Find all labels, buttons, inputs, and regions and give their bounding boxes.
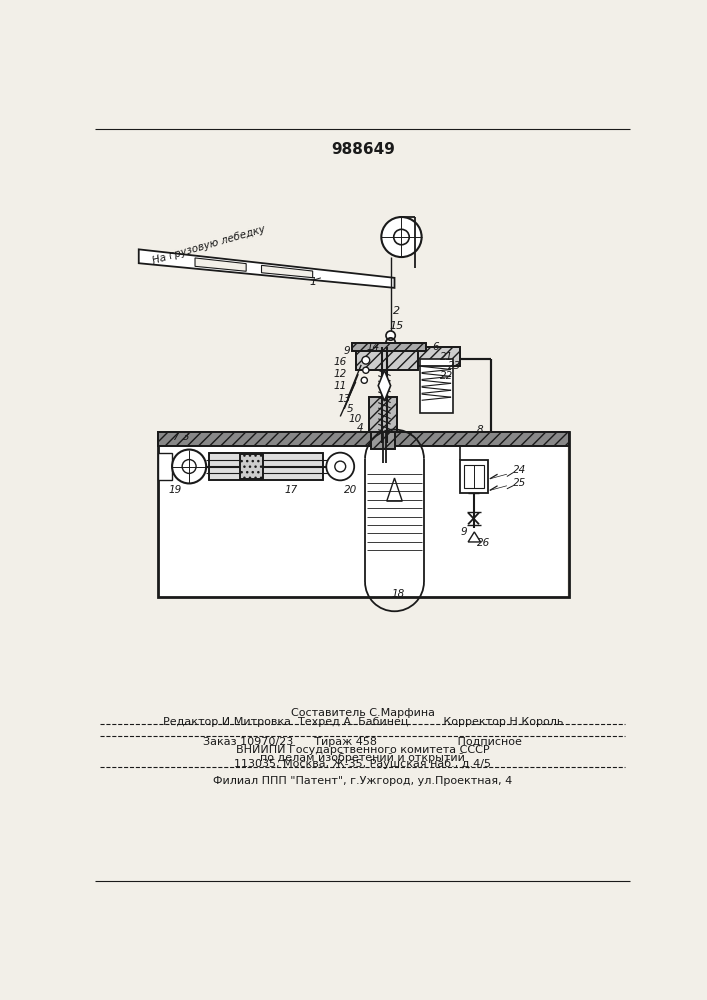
Bar	[418, 347, 460, 366]
Bar	[420, 359, 452, 413]
Text: Составитель С.Марфина: Составитель С.Марфина	[291, 708, 435, 718]
Text: 17: 17	[285, 485, 298, 495]
Bar	[209, 453, 323, 480]
Bar	[464, 465, 484, 488]
Text: 25: 25	[513, 478, 527, 488]
Bar	[352, 343, 426, 351]
Text: 16: 16	[334, 357, 347, 367]
Text: 4: 4	[357, 423, 363, 433]
Text: Филиал ППП "Патент", г.Ужгород, ул.Проектная, 4: Филиал ППП "Патент", г.Ужгород, ул.Проек…	[213, 776, 513, 786]
Text: 113035, Москва, Ж-35, Раушская наб., д.4/5: 113035, Москва, Ж-35, Раушская наб., д.4…	[234, 759, 491, 769]
Bar	[240, 454, 263, 479]
Bar	[158, 432, 569, 446]
Text: 988649: 988649	[331, 142, 395, 157]
Circle shape	[363, 367, 369, 373]
Polygon shape	[195, 258, 246, 271]
Circle shape	[386, 331, 395, 340]
Text: 15: 15	[390, 321, 404, 331]
Text: 9: 9	[461, 527, 467, 537]
Bar	[418, 347, 460, 366]
Text: ВНИИПИ Государственного комитета СССР: ВНИИПИ Государственного комитета СССР	[236, 745, 489, 755]
Text: 2: 2	[393, 306, 400, 316]
Text: 20: 20	[344, 485, 357, 495]
Circle shape	[381, 217, 421, 257]
Text: 22: 22	[440, 371, 453, 381]
Text: На грузовую лебедку: На грузовую лебедку	[151, 224, 266, 266]
Text: 10: 10	[349, 414, 361, 424]
Text: 11: 11	[334, 381, 347, 391]
Text: 5: 5	[347, 404, 354, 414]
Text: по делам изобретений и открытий: по делам изобретений и открытий	[260, 753, 465, 763]
Circle shape	[394, 229, 409, 245]
Text: 23: 23	[448, 361, 461, 371]
Circle shape	[335, 461, 346, 472]
Text: 13: 13	[337, 394, 351, 404]
Text: 1: 1	[310, 277, 317, 287]
Bar	[160, 446, 567, 596]
Bar	[369, 397, 397, 432]
Circle shape	[182, 460, 196, 473]
Bar	[356, 347, 418, 370]
Text: 7: 7	[172, 432, 178, 442]
Bar	[240, 454, 263, 479]
Bar	[460, 460, 488, 493]
Text: 18: 18	[392, 589, 405, 599]
Bar	[158, 432, 569, 446]
Text: 8: 8	[477, 425, 483, 435]
Bar	[369, 397, 397, 432]
Text: 12: 12	[334, 369, 347, 379]
Bar	[356, 347, 418, 370]
Text: 19: 19	[168, 485, 182, 495]
Bar	[365, 466, 424, 540]
Bar	[158, 453, 172, 480]
Text: Редактор И.Митровка  Техред А. Бабинец          Корректор Н.Король: Редактор И.Митровка Техред А. Бабинец Ко…	[163, 717, 563, 727]
Text: 6: 6	[432, 342, 439, 352]
Text: Заказ 10970/23      Тираж 458                       Подписное: Заказ 10970/23 Тираж 458 Подписное	[204, 737, 522, 747]
Polygon shape	[378, 370, 391, 401]
Bar	[352, 343, 426, 351]
Bar	[371, 432, 395, 449]
Polygon shape	[262, 265, 312, 278]
Polygon shape	[139, 249, 395, 288]
Bar	[371, 432, 395, 449]
Circle shape	[172, 450, 206, 483]
Text: 24: 24	[513, 465, 527, 475]
Text: 9: 9	[343, 346, 350, 356]
Circle shape	[327, 453, 354, 480]
Bar	[158, 432, 569, 597]
Text: 26: 26	[477, 538, 490, 548]
Bar	[209, 453, 323, 480]
Text: 3: 3	[182, 432, 189, 442]
Text: 14: 14	[366, 342, 380, 352]
Text: 21: 21	[440, 352, 453, 362]
Circle shape	[361, 377, 368, 383]
Circle shape	[362, 356, 370, 364]
